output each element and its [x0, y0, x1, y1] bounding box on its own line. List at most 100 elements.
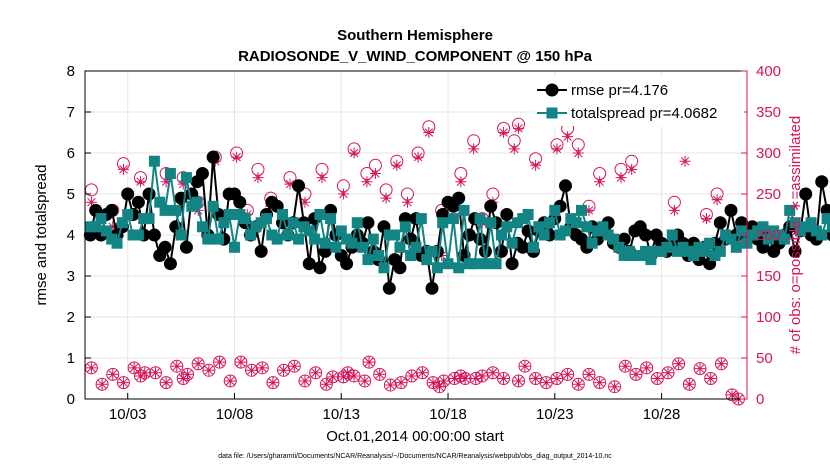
- obs-assimilated-marker: [85, 362, 97, 374]
- totalspread-point: [479, 258, 491, 270]
- totalspread-point: [239, 213, 251, 225]
- rmse-point: [302, 257, 316, 271]
- y-left-tick-label: 8: [67, 63, 75, 80]
- totalspread-point: [362, 254, 374, 266]
- totalspread-point: [335, 225, 347, 237]
- totalspread-point: [421, 254, 433, 266]
- x-tick-label: 10/18: [429, 406, 467, 423]
- obs-possible-marker: [512, 374, 526, 388]
- obs-possible-marker: [266, 376, 280, 390]
- totalspread-point: [458, 204, 470, 216]
- totalspread-point: [148, 155, 160, 167]
- obs-possible-marker: [127, 361, 141, 375]
- obs-assimilated-marker: [117, 163, 129, 175]
- obs-assimilated-marker: [337, 188, 349, 200]
- obs-assimilated-marker: [530, 373, 542, 384]
- rmse-point: [558, 179, 572, 193]
- obs-possible-marker: [181, 367, 195, 381]
- totalspread-point: [688, 250, 700, 261]
- rmse-point: [292, 179, 306, 193]
- rmse-point: [500, 208, 514, 221]
- obs-assimilated-marker: [342, 367, 354, 379]
- rmse-point: [121, 187, 135, 201]
- totalspread-point: [351, 217, 363, 229]
- obs-assimilated-marker: [726, 389, 738, 401]
- rmse-point: [815, 175, 829, 189]
- obs-possible-marker: [582, 367, 596, 381]
- obs-assimilated-marker: [284, 178, 296, 190]
- rmse-point: [478, 244, 492, 258]
- obs-assimilated-marker: [583, 204, 595, 216]
- obs-assimilated-marker: [107, 221, 119, 233]
- totalspread-point: [661, 241, 673, 253]
- obs-possible-marker: [486, 366, 500, 380]
- totalspread-point: [730, 241, 742, 253]
- totalspread-point: [762, 233, 774, 245]
- y-left-tick-label: 5: [67, 186, 75, 203]
- obs-possible-marker: [148, 366, 162, 380]
- totalspread-point: [90, 221, 102, 233]
- obs-possible-marker: [298, 374, 312, 388]
- totalspread-point: [570, 217, 582, 229]
- obs-assimilated-marker: [327, 371, 339, 383]
- totalspread-point: [613, 241, 625, 253]
- totalspread-point: [522, 209, 534, 220]
- totalspread-point: [597, 221, 609, 233]
- obs-assimilated-marker: [348, 370, 360, 382]
- obs-assimilated-marker: [651, 373, 663, 384]
- obs-assimilated-marker: [551, 143, 563, 155]
- obs-assimilated-marker: [455, 176, 467, 188]
- y-axis-left-label: rmse and totalspread: [33, 165, 50, 306]
- rmse-point: [639, 228, 653, 242]
- obs-assimilated-marker: [246, 364, 258, 376]
- obs-assimilated-marker: [231, 151, 243, 163]
- totalspread-point: [714, 245, 726, 257]
- totalspread-point: [122, 209, 134, 220]
- totalspread-point: [608, 233, 620, 245]
- obs-assimilated-marker: [668, 204, 680, 216]
- totalspread-point: [191, 196, 203, 208]
- totalspread-point: [309, 233, 321, 245]
- obs-possible-marker: [629, 367, 643, 381]
- y-right-tick-label: 400: [756, 63, 781, 80]
- obs-assimilated-marker: [348, 147, 360, 159]
- totalspread-point: [469, 258, 481, 270]
- obs-possible-marker: [518, 359, 532, 373]
- obs-possible-marker: [571, 377, 585, 391]
- y-right-tick-label: 150: [756, 268, 781, 285]
- rmse-point: [313, 261, 327, 275]
- obs-assimilated-marker: [705, 373, 717, 384]
- totalspread-point: [319, 237, 331, 249]
- totalspread-point: [373, 250, 385, 261]
- totalspread-point: [506, 237, 518, 249]
- obs-possible-marker: [394, 376, 408, 390]
- obs-possible-marker: [234, 355, 248, 369]
- totalspread-point: [640, 245, 652, 257]
- obs-assimilated-marker: [468, 143, 480, 155]
- obs-assimilated-marker: [96, 378, 108, 390]
- obs-assimilated-marker: [594, 377, 606, 389]
- obs-possible-marker: [682, 377, 696, 391]
- obs-assimilated-marker: [562, 368, 574, 380]
- obs-possible-marker: [255, 361, 269, 375]
- obs-assimilated-marker: [160, 377, 172, 389]
- obs-possible-marker: [347, 369, 361, 383]
- rmse-point: [361, 216, 375, 230]
- totalspread-point: [202, 233, 214, 245]
- obs-assimilated-marker: [139, 367, 151, 379]
- totalspread-point: [495, 229, 507, 241]
- obs-possible-marker: [714, 357, 728, 371]
- obs-assimilated-marker: [135, 370, 147, 382]
- rmse-point: [788, 244, 802, 258]
- totalspread-point: [357, 241, 369, 253]
- totalspread-point: [228, 241, 240, 253]
- totalspread-point: [576, 204, 587, 216]
- totalspread-point: [207, 200, 219, 212]
- totalspread-point: [325, 213, 337, 225]
- totalspread-point: [389, 229, 401, 241]
- obs-possible-marker: [95, 377, 109, 391]
- obs-assimilated-marker: [192, 358, 204, 370]
- totalspread-point: [116, 217, 128, 229]
- rmse-point: [158, 240, 172, 254]
- obs-assimilated-marker: [391, 159, 403, 171]
